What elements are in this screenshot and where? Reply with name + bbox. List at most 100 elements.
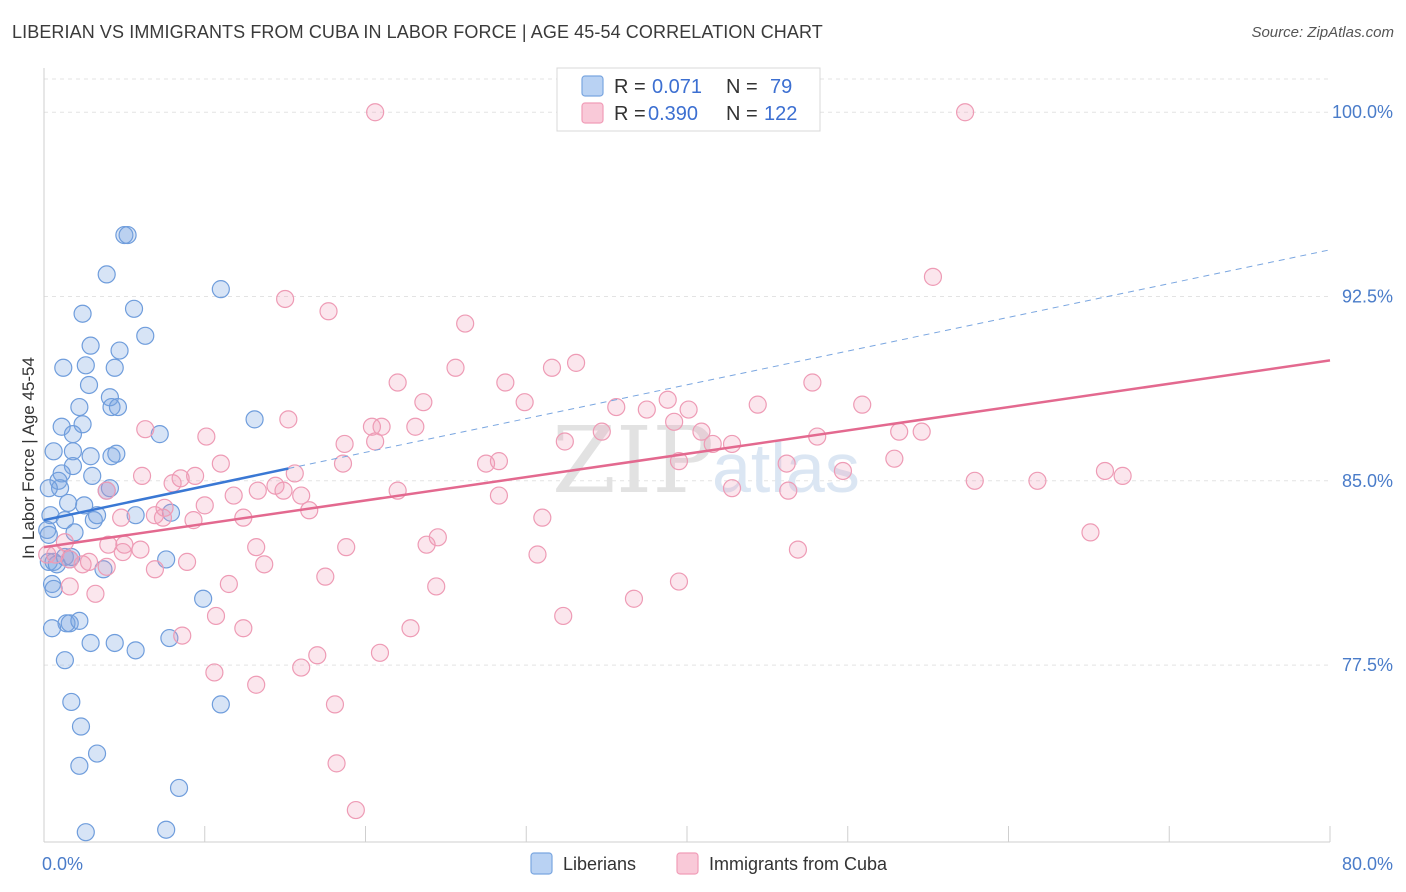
y-tick-label: 77.5%: [1342, 655, 1393, 675]
liberians-point: [73, 415, 92, 434]
legend-swatch-liberians: [581, 75, 604, 97]
x-tick-label: 80.0%: [1342, 854, 1393, 874]
cuba-point: [325, 695, 345, 714]
liberians-point: [71, 717, 91, 736]
liberians-point: [44, 442, 63, 461]
liberians-point: [54, 358, 73, 377]
cuba-point: [414, 393, 433, 412]
cuba-point: [533, 508, 552, 527]
cuba-point: [853, 395, 872, 414]
correlation-legend: R = 0.071 N = 79 R = 0.390 N = 122: [556, 67, 821, 132]
legend-n-value-1: 79: [770, 76, 792, 98]
liberians-point: [94, 560, 113, 579]
liberians-point: [81, 447, 100, 466]
cuba-point: [406, 417, 425, 436]
liberians-point: [73, 304, 92, 323]
liberians-point: [63, 425, 83, 444]
cuba-point: [489, 452, 509, 471]
cuba-point: [637, 400, 656, 419]
cuba-point: [669, 572, 689, 591]
cuba-point: [692, 422, 711, 441]
cuba-point: [224, 486, 243, 505]
legend-r-value-1: 0.071: [652, 76, 702, 98]
cuba-point: [890, 422, 909, 441]
liberians-points: [38, 225, 264, 842]
cuba-point: [592, 422, 611, 441]
cuba-point: [1081, 523, 1100, 542]
cuba-point: [658, 390, 677, 409]
liberians-point: [63, 456, 83, 476]
liberians-point: [136, 326, 155, 345]
y-tick-label: 85.0%: [1342, 471, 1393, 491]
cuba-point: [779, 481, 798, 500]
liberians-point: [102, 447, 121, 466]
cuba-point: [428, 528, 447, 547]
liberians-point: [169, 778, 189, 798]
liberians-point: [126, 641, 145, 660]
liberians-point: [211, 280, 230, 299]
cuba-point: [1113, 466, 1132, 485]
liberians-point: [105, 633, 124, 653]
y-tick-label: 92.5%: [1342, 287, 1393, 307]
cuba-point: [292, 486, 311, 505]
cuba-point: [292, 658, 311, 677]
liberians-trend-extension: [288, 249, 1331, 470]
cuba-point: [417, 535, 436, 554]
cuba-point: [247, 675, 266, 694]
cuba-point: [97, 481, 116, 500]
cuba-point: [136, 420, 155, 439]
cuba-point: [965, 471, 984, 490]
cuba-point: [388, 373, 407, 392]
liberians-point: [62, 692, 81, 712]
liberians-point: [39, 479, 58, 498]
liberians-point: [245, 410, 264, 429]
cuba-point: [722, 479, 742, 498]
cuba-point: [248, 481, 267, 500]
legend-n-label-1: N =: [726, 76, 758, 98]
cuba-point: [211, 454, 230, 473]
cuba-point: [566, 353, 586, 372]
cuba-trend-line: [43, 359, 1331, 549]
cuba-point: [923, 267, 943, 286]
liberians-point: [65, 523, 84, 542]
cuba-point: [955, 103, 975, 122]
cuba-point: [346, 800, 365, 820]
cuba-point: [1095, 461, 1115, 481]
legend-r-label-2: R =: [614, 103, 646, 125]
liberians-point: [194, 589, 213, 608]
cuba-point: [97, 557, 116, 576]
bottom-legend-cuba: Immigrants from Cuba: [709, 854, 888, 874]
cuba-point: [177, 552, 197, 571]
cuba-point: [113, 542, 132, 562]
cuba-point: [554, 606, 573, 626]
series-legend: Liberians Immigrants from Cuba: [530, 852, 888, 875]
cuba-point: [427, 577, 446, 596]
cuba-point: [145, 560, 165, 579]
cuba-point: [285, 464, 304, 483]
liberians-point: [79, 375, 99, 395]
cuba-point: [496, 373, 515, 392]
cuba-point: [362, 417, 382, 436]
cuba-point: [456, 314, 475, 333]
cuba-point: [255, 555, 274, 574]
cuba-point: [99, 535, 118, 554]
liberians-point: [97, 265, 116, 284]
axes: [43, 68, 1331, 843]
cuba-point: [327, 754, 346, 773]
y-tick-label: 100.0%: [1332, 102, 1393, 122]
cuba-point: [777, 454, 796, 473]
cuba-point: [132, 466, 152, 485]
cuba-point: [197, 427, 216, 446]
cuba-point: [316, 567, 335, 586]
cuba-point: [833, 461, 853, 481]
cuba-point: [669, 452, 689, 471]
cuba-point: [86, 584, 105, 603]
liberians-trend-line: [43, 467, 289, 522]
liberians-point: [124, 299, 144, 318]
liberians-point: [81, 633, 100, 653]
cuba-point: [335, 434, 354, 454]
liberians-point: [70, 611, 89, 630]
cuba-point: [446, 358, 465, 377]
legend-n-label-2: N =: [726, 103, 758, 125]
legend-r-label-1: R =: [614, 76, 646, 98]
